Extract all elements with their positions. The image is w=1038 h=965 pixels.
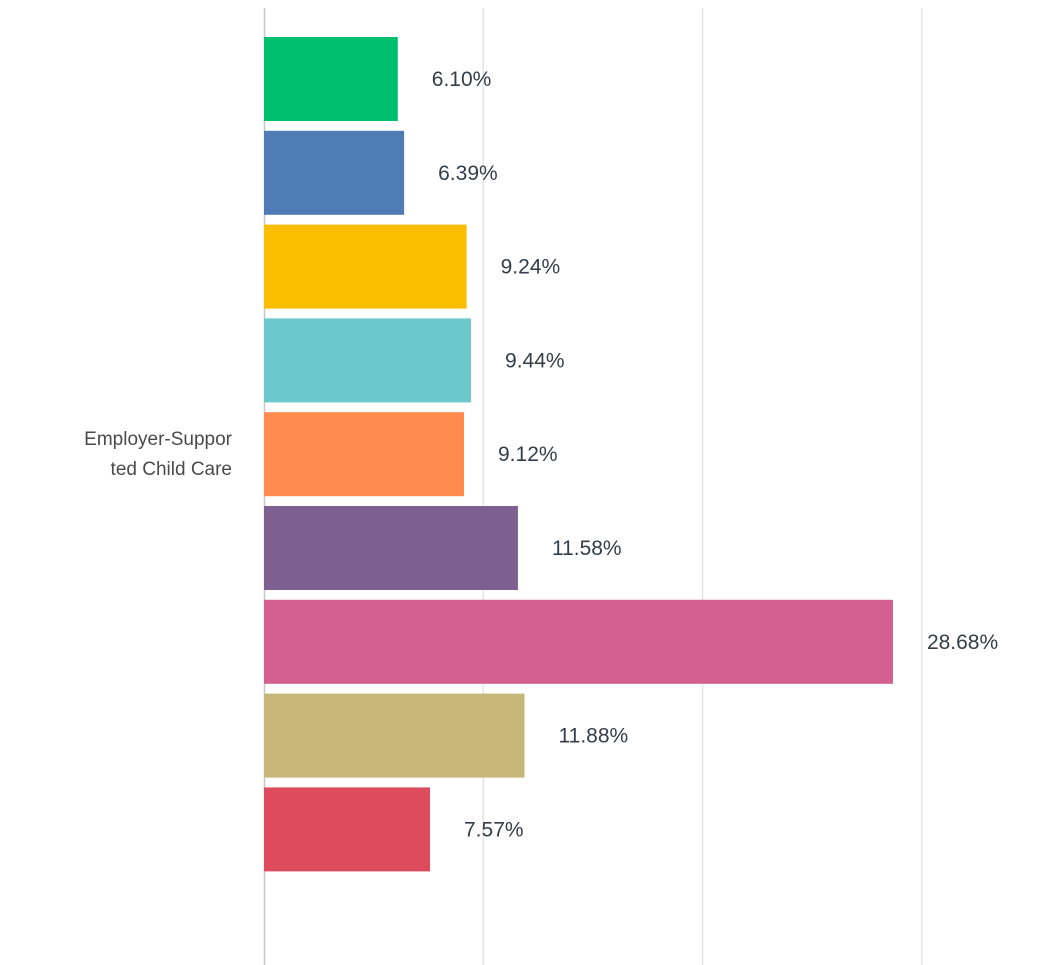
bar-6[interactable] [264,506,518,590]
bar-3[interactable] [264,224,467,309]
data-label-4: 9.44% [505,349,565,372]
category-label: Employer-Suppor ted Child Care [0,425,232,485]
gridlines [482,8,923,965]
bar-1[interactable] [264,37,398,121]
bar-5[interactable] [264,412,465,497]
data-label-9: 7.57% [464,818,524,841]
data-label-6: 11.58% [552,537,622,560]
bars [264,37,893,872]
bar-7[interactable] [264,599,893,684]
category-label-line-2: ted Child Care [110,459,232,480]
bar-4[interactable] [264,318,472,403]
data-label-8: 11.88% [559,725,629,748]
bar-2[interactable] [264,130,405,215]
category-label-line-1: Employer-Suppor [84,429,232,450]
data-label-7: 28.68% [927,631,998,654]
bar-9[interactable] [264,787,431,872]
data-label-3: 9.24% [501,256,561,279]
bar-8[interactable] [264,693,525,778]
data-label-5: 9.12% [498,443,558,466]
data-label-2: 6.39% [438,162,498,185]
data-labels: 6.10% 6.39% 9.24% 9.44% 9.12% 11.58% 28.68% 11.… [432,68,998,841]
data-label-1: 6.10% [432,68,492,91]
